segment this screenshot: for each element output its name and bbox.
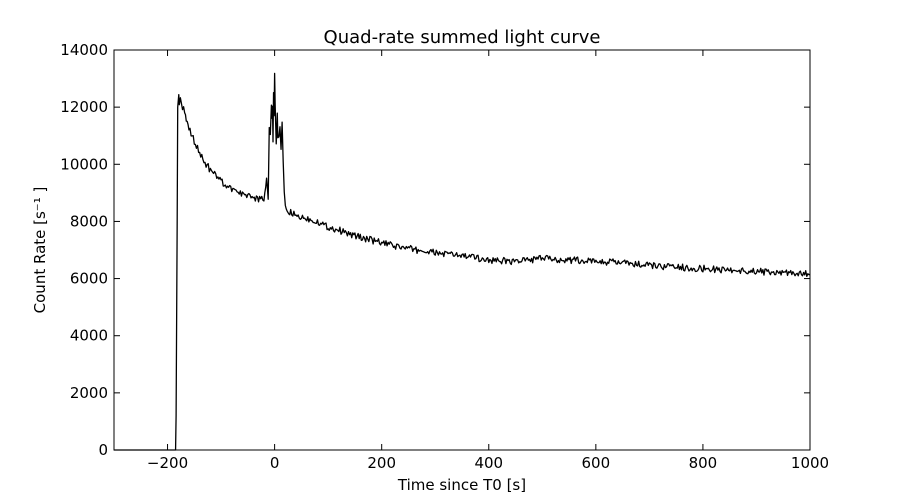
- x-tick-label: −200: [147, 454, 188, 472]
- y-tick-label: 10000: [60, 155, 108, 173]
- x-tick-label: 400: [474, 454, 503, 472]
- x-tick-label: 0: [270, 454, 280, 472]
- x-tick-label: 800: [689, 454, 718, 472]
- x-axis-label: Time since T0 [s]: [397, 476, 526, 494]
- x-tick-label: 200: [367, 454, 396, 472]
- y-tick-label: 2000: [70, 384, 108, 402]
- x-tick-label: 600: [582, 454, 611, 472]
- y-tick-label: 14000: [60, 41, 108, 59]
- y-tick-label: 8000: [70, 212, 108, 230]
- chart-title: Quad-rate summed light curve: [324, 27, 601, 48]
- y-tick-label: 12000: [60, 98, 108, 116]
- y-axis-label: Count Rate [s⁻¹ ]: [31, 187, 49, 314]
- x-tick-label: 1000: [791, 454, 829, 472]
- y-tick-label: 4000: [70, 327, 108, 345]
- plot-background: [114, 50, 810, 450]
- y-tick-label: 6000: [70, 270, 108, 288]
- y-tick-label: 0: [98, 441, 108, 459]
